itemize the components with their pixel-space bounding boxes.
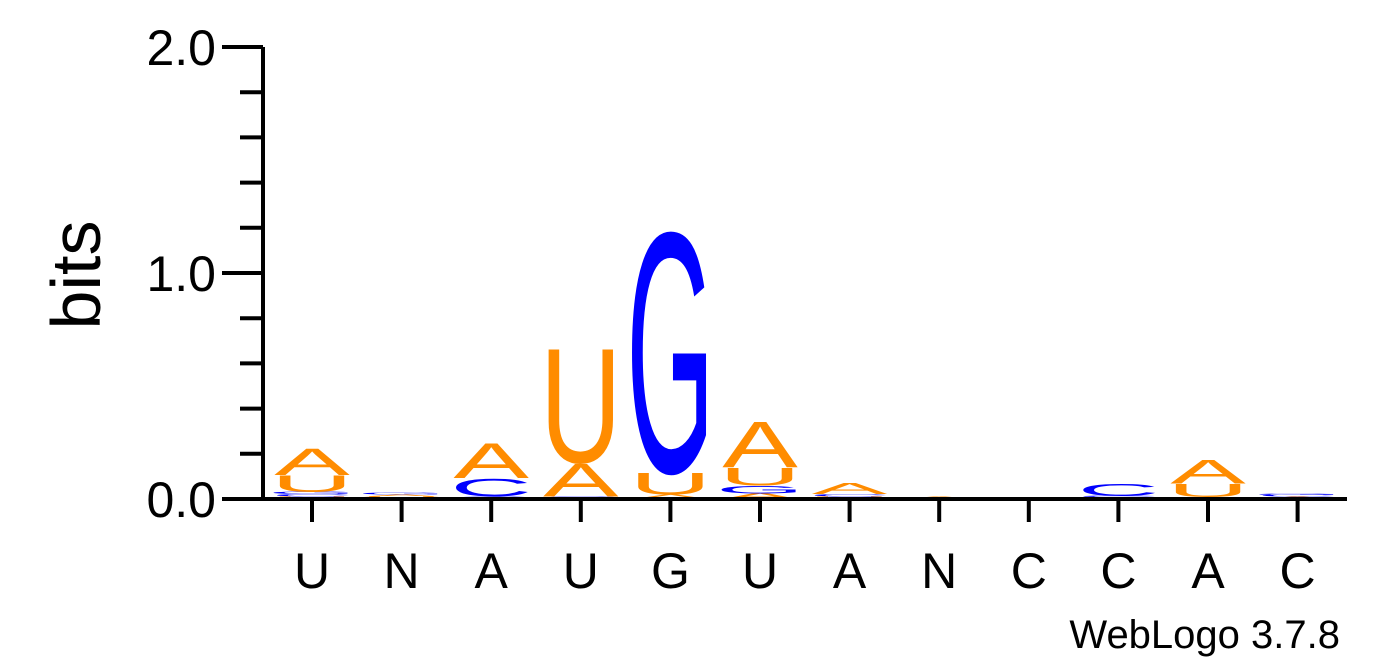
logo-letter-u: U bbox=[719, 463, 801, 491]
logo-letter-c: C bbox=[271, 493, 353, 497]
logo-letter-a: A bbox=[274, 441, 350, 483]
logo-letter-a: A bbox=[722, 407, 798, 481]
x-tick-label: N bbox=[384, 543, 420, 599]
x-tick-label: A bbox=[475, 543, 509, 599]
x-tick-label: C bbox=[1011, 543, 1047, 599]
logo-letter-a: A bbox=[722, 492, 798, 501]
x-tick-label: U bbox=[294, 543, 330, 599]
logo-letter-a: A bbox=[453, 433, 529, 489]
logo-letter-g: G bbox=[626, 162, 714, 546]
axes bbox=[261, 47, 1347, 501]
x-tick-label: N bbox=[921, 543, 957, 599]
x-tick-label: C bbox=[1280, 543, 1316, 599]
logo-letter-c: C bbox=[1077, 480, 1159, 499]
logo-letter-u: U bbox=[1167, 480, 1249, 501]
y-ticks: 0.0 1.0 2.0 bbox=[146, 20, 263, 528]
logo-letter-u: U bbox=[629, 466, 711, 501]
logo-letter-g: G bbox=[1254, 493, 1342, 495]
x-tick-label: U bbox=[563, 543, 599, 599]
weblogo-credit: WebLogo 3.7.8 bbox=[1069, 613, 1340, 657]
x-tick-label: U bbox=[742, 543, 778, 599]
x-tick-label: G bbox=[651, 543, 690, 599]
logo-letter-a: A bbox=[812, 480, 888, 498]
y-tick-label: 2.0 bbox=[146, 20, 216, 76]
logo-letter-c: C bbox=[1077, 495, 1159, 497]
x-tick-label: C bbox=[1100, 543, 1136, 599]
logo-letter-g: G bbox=[268, 491, 356, 495]
y-tick-label: 0.0 bbox=[146, 472, 216, 528]
logo-letter-u: U bbox=[271, 471, 353, 497]
logo-letter-a: A bbox=[1170, 452, 1246, 491]
x-tick-label: A bbox=[833, 543, 867, 599]
logo-letter-g: G bbox=[716, 483, 804, 495]
y-tick-label: 1.0 bbox=[146, 246, 216, 302]
y-axis-label: bits bbox=[37, 221, 115, 330]
x-tick-label: A bbox=[1191, 543, 1225, 599]
logo-letter-a: A bbox=[633, 493, 709, 500]
logo-letter-a: A bbox=[364, 494, 440, 497]
logo-letter-c: C bbox=[809, 493, 891, 497]
logo-letter-g: G bbox=[358, 492, 446, 495]
logo-glyphs: UCGUAUAGCCAGAUAUGAGUAUCAAAACCGUAACG bbox=[268, 162, 1342, 546]
logo-letter-c: C bbox=[1257, 494, 1339, 497]
logo-letter-u: U bbox=[540, 313, 622, 497]
